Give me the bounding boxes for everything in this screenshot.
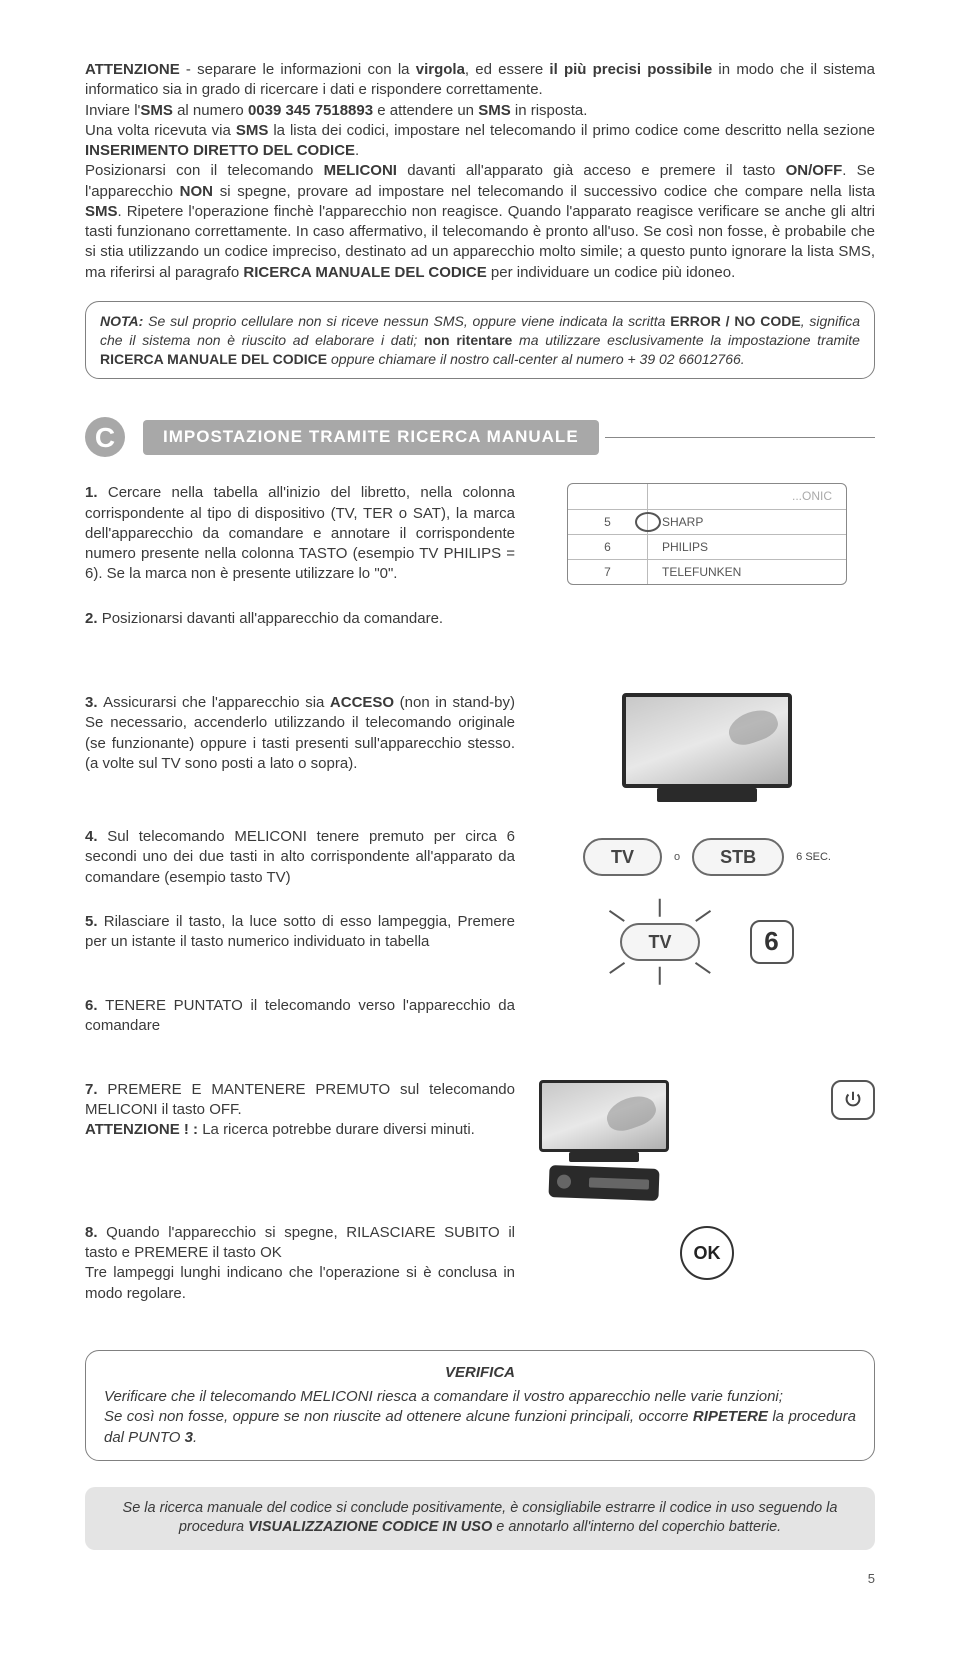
number-6-button: 6 [750,920,794,964]
step-1-text: Cercare nella tabella all'inizio del lib… [85,484,515,582]
step-5-text: Rilasciare il tasto, la luce sotto di es… [85,913,515,950]
six-sec-label: 6 SEC. [796,850,831,865]
step-3: 3. Assicurarsi che l'apparecchio sia ACC… [85,693,875,803]
step-8: 8. Quando l'apparecchio si spegne, RILAS… [85,1223,875,1304]
remote-icon [548,1165,659,1201]
step-4-text: Sul telecomando MELICONI tenere premuto … [85,828,515,886]
page-number: 5 [85,1570,875,1588]
nota-box: NOTA: Se sul proprio cellulare non si ri… [85,301,875,380]
step-7-text: PREMERE E MANTENERE PREMUTO sul telecoma… [85,1081,515,1139]
step-1: 1. Cercare nella tabella all'inizio del … [85,483,875,585]
verifica-box: VERIFICA Verificare che il telecomando M… [85,1350,875,1461]
brand-table: ...ONIC 5SHARP 6PHILIPS 7TELEFUNKEN [567,483,847,585]
step-8-text: Quando l'apparecchio si spegne, RILASCIA… [85,1224,515,1302]
stb-button: STB [692,838,784,876]
step-6-text: TENERE PUNTATO il telecomando verso l'ap… [85,997,515,1034]
step-4: 4. Sul telecomando MELICONI tenere premu… [85,827,875,888]
blinking-tv-button-icon: TV [620,923,699,961]
section-title: IMPOSTAZIONE TRAMITE RICERCA MANUALE [143,420,599,455]
power-button-icon [831,1080,875,1120]
verifica-title: VERIFICA [104,1363,856,1383]
separator-o: o [674,850,680,865]
section-letter-badge: C [85,417,125,457]
step-2-text: Posizionarsi davanti all'apparecchio da … [102,610,443,627]
step-7: 7. PREMERE E MANTENERE PREMUTO sul telec… [85,1080,875,1199]
verifica-body: Verificare che il telecomando MELICONI r… [104,1387,856,1448]
tv-button: TV [583,838,662,876]
ok-button-icon: OK [680,1226,734,1280]
section-header: C IMPOSTAZIONE TRAMITE RICERCA MANUALE [85,417,875,457]
step-6: 6. TENERE PUNTATO il telecomando verso l… [85,996,875,1056]
final-note-box: Se la ricerca manuale del codice si conc… [85,1487,875,1550]
step-5: 5. Rilasciare il tasto, la luce sotto di… [85,912,875,972]
step-2: 2. Posizionarsi davanti all'apparecchio … [85,609,875,669]
tv-small-icon [539,1080,669,1165]
attention-paragraph: ATTENZIONE - separare le informazioni co… [85,60,875,283]
tv-icon [622,693,792,803]
step-3-text: Assicurarsi che l'apparecchio sia ACCESO… [85,694,515,772]
